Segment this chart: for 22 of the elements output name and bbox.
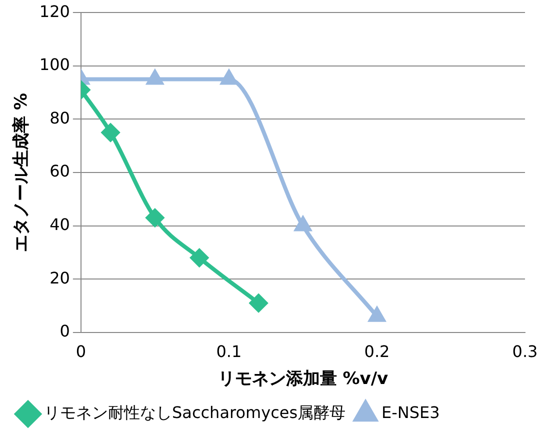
y-tick-label: 80 — [50, 108, 70, 128]
y-tick-label: 0 — [60, 322, 70, 341]
legend-label: E-NSE3 — [382, 403, 440, 422]
y-tick-label: 100 — [39, 55, 70, 74]
y-tick-label: 120 — [39, 2, 70, 21]
point — [146, 70, 164, 85]
point — [294, 216, 312, 232]
point — [220, 70, 238, 85]
point — [250, 294, 268, 312]
legend-label: リモネン耐性なしSaccharomyces属酵母 — [44, 403, 346, 422]
y-tick-label: 40 — [50, 214, 70, 234]
y-tick-label: 20 — [50, 268, 70, 288]
point — [190, 248, 208, 267]
x-tick-label: 0 — [76, 342, 86, 362]
point — [102, 124, 120, 142]
x-tick-label: 0.3 — [512, 342, 538, 362]
x-axis-title: リモネン添加量 %v/v — [218, 369, 388, 390]
x-tick-label: 0.2 — [364, 342, 390, 362]
x-tick-label: 0.1 — [216, 342, 242, 362]
y-axis-title: エタノール生成率 % — [12, 93, 32, 252]
y-tick-label: 60 — [50, 162, 70, 181]
point — [146, 208, 164, 227]
